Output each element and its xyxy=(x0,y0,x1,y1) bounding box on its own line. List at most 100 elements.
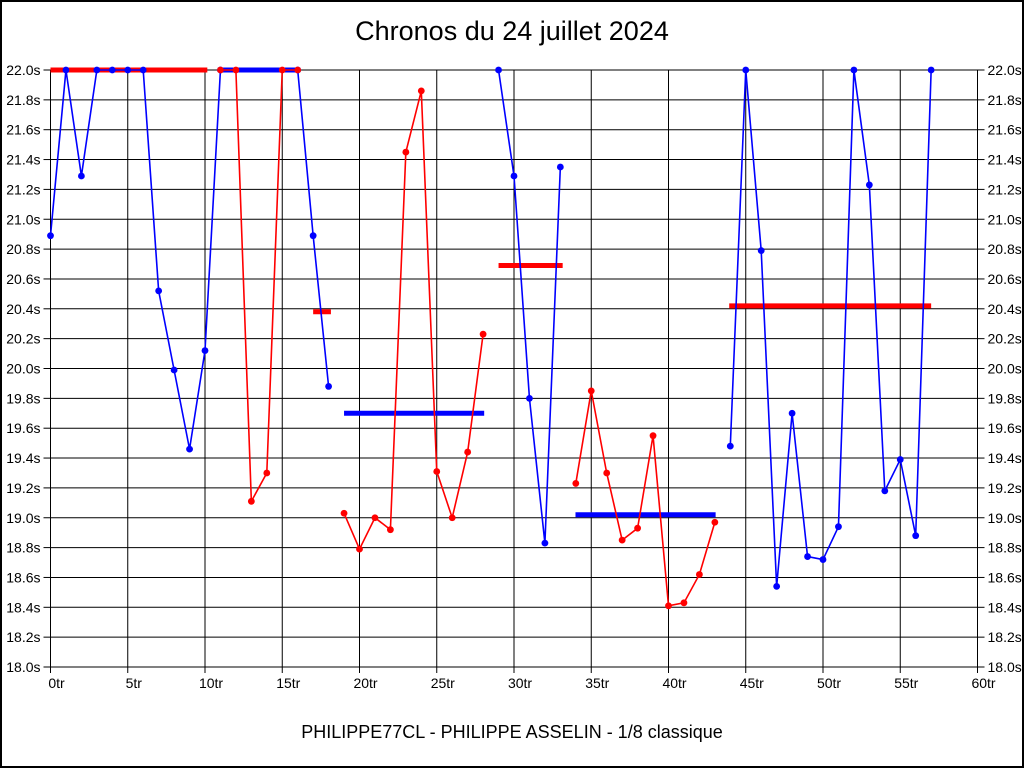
red-series-point xyxy=(263,469,271,477)
blue-series-point xyxy=(556,163,564,171)
chart-title: Chronos du 24 juillet 2024 xyxy=(355,16,669,46)
red-series-point xyxy=(479,330,487,338)
red-series-line xyxy=(575,390,716,607)
red-series-point xyxy=(356,545,363,553)
blue-series-point xyxy=(201,347,209,354)
blue-series-point xyxy=(62,66,70,74)
blue-series-point xyxy=(819,556,827,563)
red-series-point xyxy=(711,518,719,526)
blue-series-line xyxy=(729,69,932,587)
svg-text:19.6s: 19.6s xyxy=(988,420,1022,436)
red-series-point xyxy=(603,469,611,477)
blue-series-point xyxy=(93,66,101,74)
svg-text:21.8s: 21.8s xyxy=(6,92,40,108)
blue-series-point xyxy=(47,232,54,240)
svg-text:0tr: 0tr xyxy=(48,675,65,691)
svg-text:22.0s: 22.0s xyxy=(6,62,40,78)
blue-series-point xyxy=(881,487,889,495)
red-series-point xyxy=(371,514,379,522)
red-series-point xyxy=(340,509,348,517)
red-series-point xyxy=(696,571,703,578)
blue-series-point xyxy=(865,181,873,189)
svg-text:19.0s: 19.0s xyxy=(6,510,40,526)
svg-text:5tr: 5tr xyxy=(126,675,143,691)
y-axis-labels-right: 22.0s 21.8s 21.6s 21.4s 21.2s 21.0s 20.8s 20.6s… xyxy=(988,62,1022,675)
red-series-point xyxy=(433,468,441,475)
y-axis-labels-left: 22.0s 21.8s 21.6s 21.4s 21.2s 21.0s 20.8s 20.6s… xyxy=(6,62,40,675)
red-series-point xyxy=(634,524,641,532)
average-bars xyxy=(50,67,932,518)
blue-series-point xyxy=(742,66,750,74)
blue-series-point xyxy=(788,409,796,417)
svg-text:19.0s: 19.0s xyxy=(988,510,1022,526)
svg-text:21.6s: 21.6s xyxy=(6,122,40,138)
svg-text:20.4s: 20.4s xyxy=(988,301,1022,317)
red-series-point xyxy=(587,387,595,395)
red-series-point xyxy=(217,66,224,74)
blue-series-point xyxy=(325,383,332,390)
blue-series-point xyxy=(108,66,116,74)
svg-text:18.8s: 18.8s xyxy=(6,540,40,556)
red-series-line xyxy=(343,90,484,552)
blue-series-point xyxy=(757,247,765,254)
svg-text:45tr: 45tr xyxy=(740,675,764,691)
red-series-point xyxy=(402,148,410,156)
svg-text:18.6s: 18.6s xyxy=(6,569,40,585)
svg-text:55tr: 55tr xyxy=(894,675,918,691)
svg-text:20.2s: 20.2s xyxy=(6,331,40,347)
blue-series-point xyxy=(186,445,193,453)
red-series-point xyxy=(464,448,472,456)
svg-text:30tr: 30tr xyxy=(508,675,532,691)
series-lines xyxy=(49,69,932,607)
svg-text:18.2s: 18.2s xyxy=(6,629,40,645)
chart-caption: PHILIPPE77CL - PHILIPPE ASSELIN - 1/8 cl… xyxy=(301,722,723,742)
svg-text:18.6s: 18.6s xyxy=(988,569,1022,585)
svg-text:22.0s: 22.0s xyxy=(988,62,1022,78)
svg-text:20.0s: 20.0s xyxy=(6,361,40,377)
red-series-point xyxy=(572,480,580,487)
red-series-line xyxy=(220,69,298,505)
axis-ticks xyxy=(43,69,985,673)
red-series-point xyxy=(278,66,286,74)
svg-text:20.6s: 20.6s xyxy=(6,271,40,287)
blue-series-point xyxy=(804,553,811,560)
blue-series-point xyxy=(124,66,132,74)
svg-text:19.8s: 19.8s xyxy=(988,390,1022,406)
red-series-point xyxy=(680,599,688,607)
svg-text:20.8s: 20.8s xyxy=(988,241,1022,257)
blue-series-point xyxy=(495,66,502,74)
blue-series-point xyxy=(155,287,163,295)
svg-text:18.2s: 18.2s xyxy=(988,629,1022,645)
svg-text:19.6s: 19.6s xyxy=(6,420,40,436)
blue-series-point xyxy=(526,394,533,402)
svg-text:21.0s: 21.0s xyxy=(6,211,40,227)
svg-text:18.0s: 18.0s xyxy=(988,659,1022,675)
svg-text:19.4s: 19.4s xyxy=(988,450,1022,466)
blue-series-point xyxy=(835,523,842,531)
blue-series-point xyxy=(912,532,920,540)
svg-text:35tr: 35tr xyxy=(585,675,609,691)
svg-text:21.2s: 21.2s xyxy=(6,181,40,197)
svg-text:15tr: 15tr xyxy=(276,675,300,691)
blue-series-point xyxy=(170,366,178,374)
x-axis-labels: 0tr 5tr 10tr 15tr 20tr 25tr 30tr 35tr 40tr 45tr 50… xyxy=(48,675,996,691)
red-series-point xyxy=(448,514,456,522)
svg-text:25tr: 25tr xyxy=(431,675,455,691)
blue-series-line xyxy=(497,69,562,544)
svg-text:21.4s: 21.4s xyxy=(988,152,1022,168)
svg-text:18.0s: 18.0s xyxy=(6,659,40,675)
grid-lines xyxy=(50,69,978,668)
blue-series-point xyxy=(896,456,904,463)
svg-text:60tr: 60tr xyxy=(971,675,995,691)
svg-text:50tr: 50tr xyxy=(817,675,841,691)
red-series-point xyxy=(665,602,672,610)
svg-text:21.0s: 21.0s xyxy=(988,211,1022,227)
svg-text:21.4s: 21.4s xyxy=(6,152,40,168)
blue-series-point xyxy=(726,442,734,450)
svg-text:19.4s: 19.4s xyxy=(6,450,40,466)
svg-text:18.8s: 18.8s xyxy=(988,540,1022,556)
svg-text:10tr: 10tr xyxy=(199,675,223,691)
svg-text:20tr: 20tr xyxy=(353,675,377,691)
